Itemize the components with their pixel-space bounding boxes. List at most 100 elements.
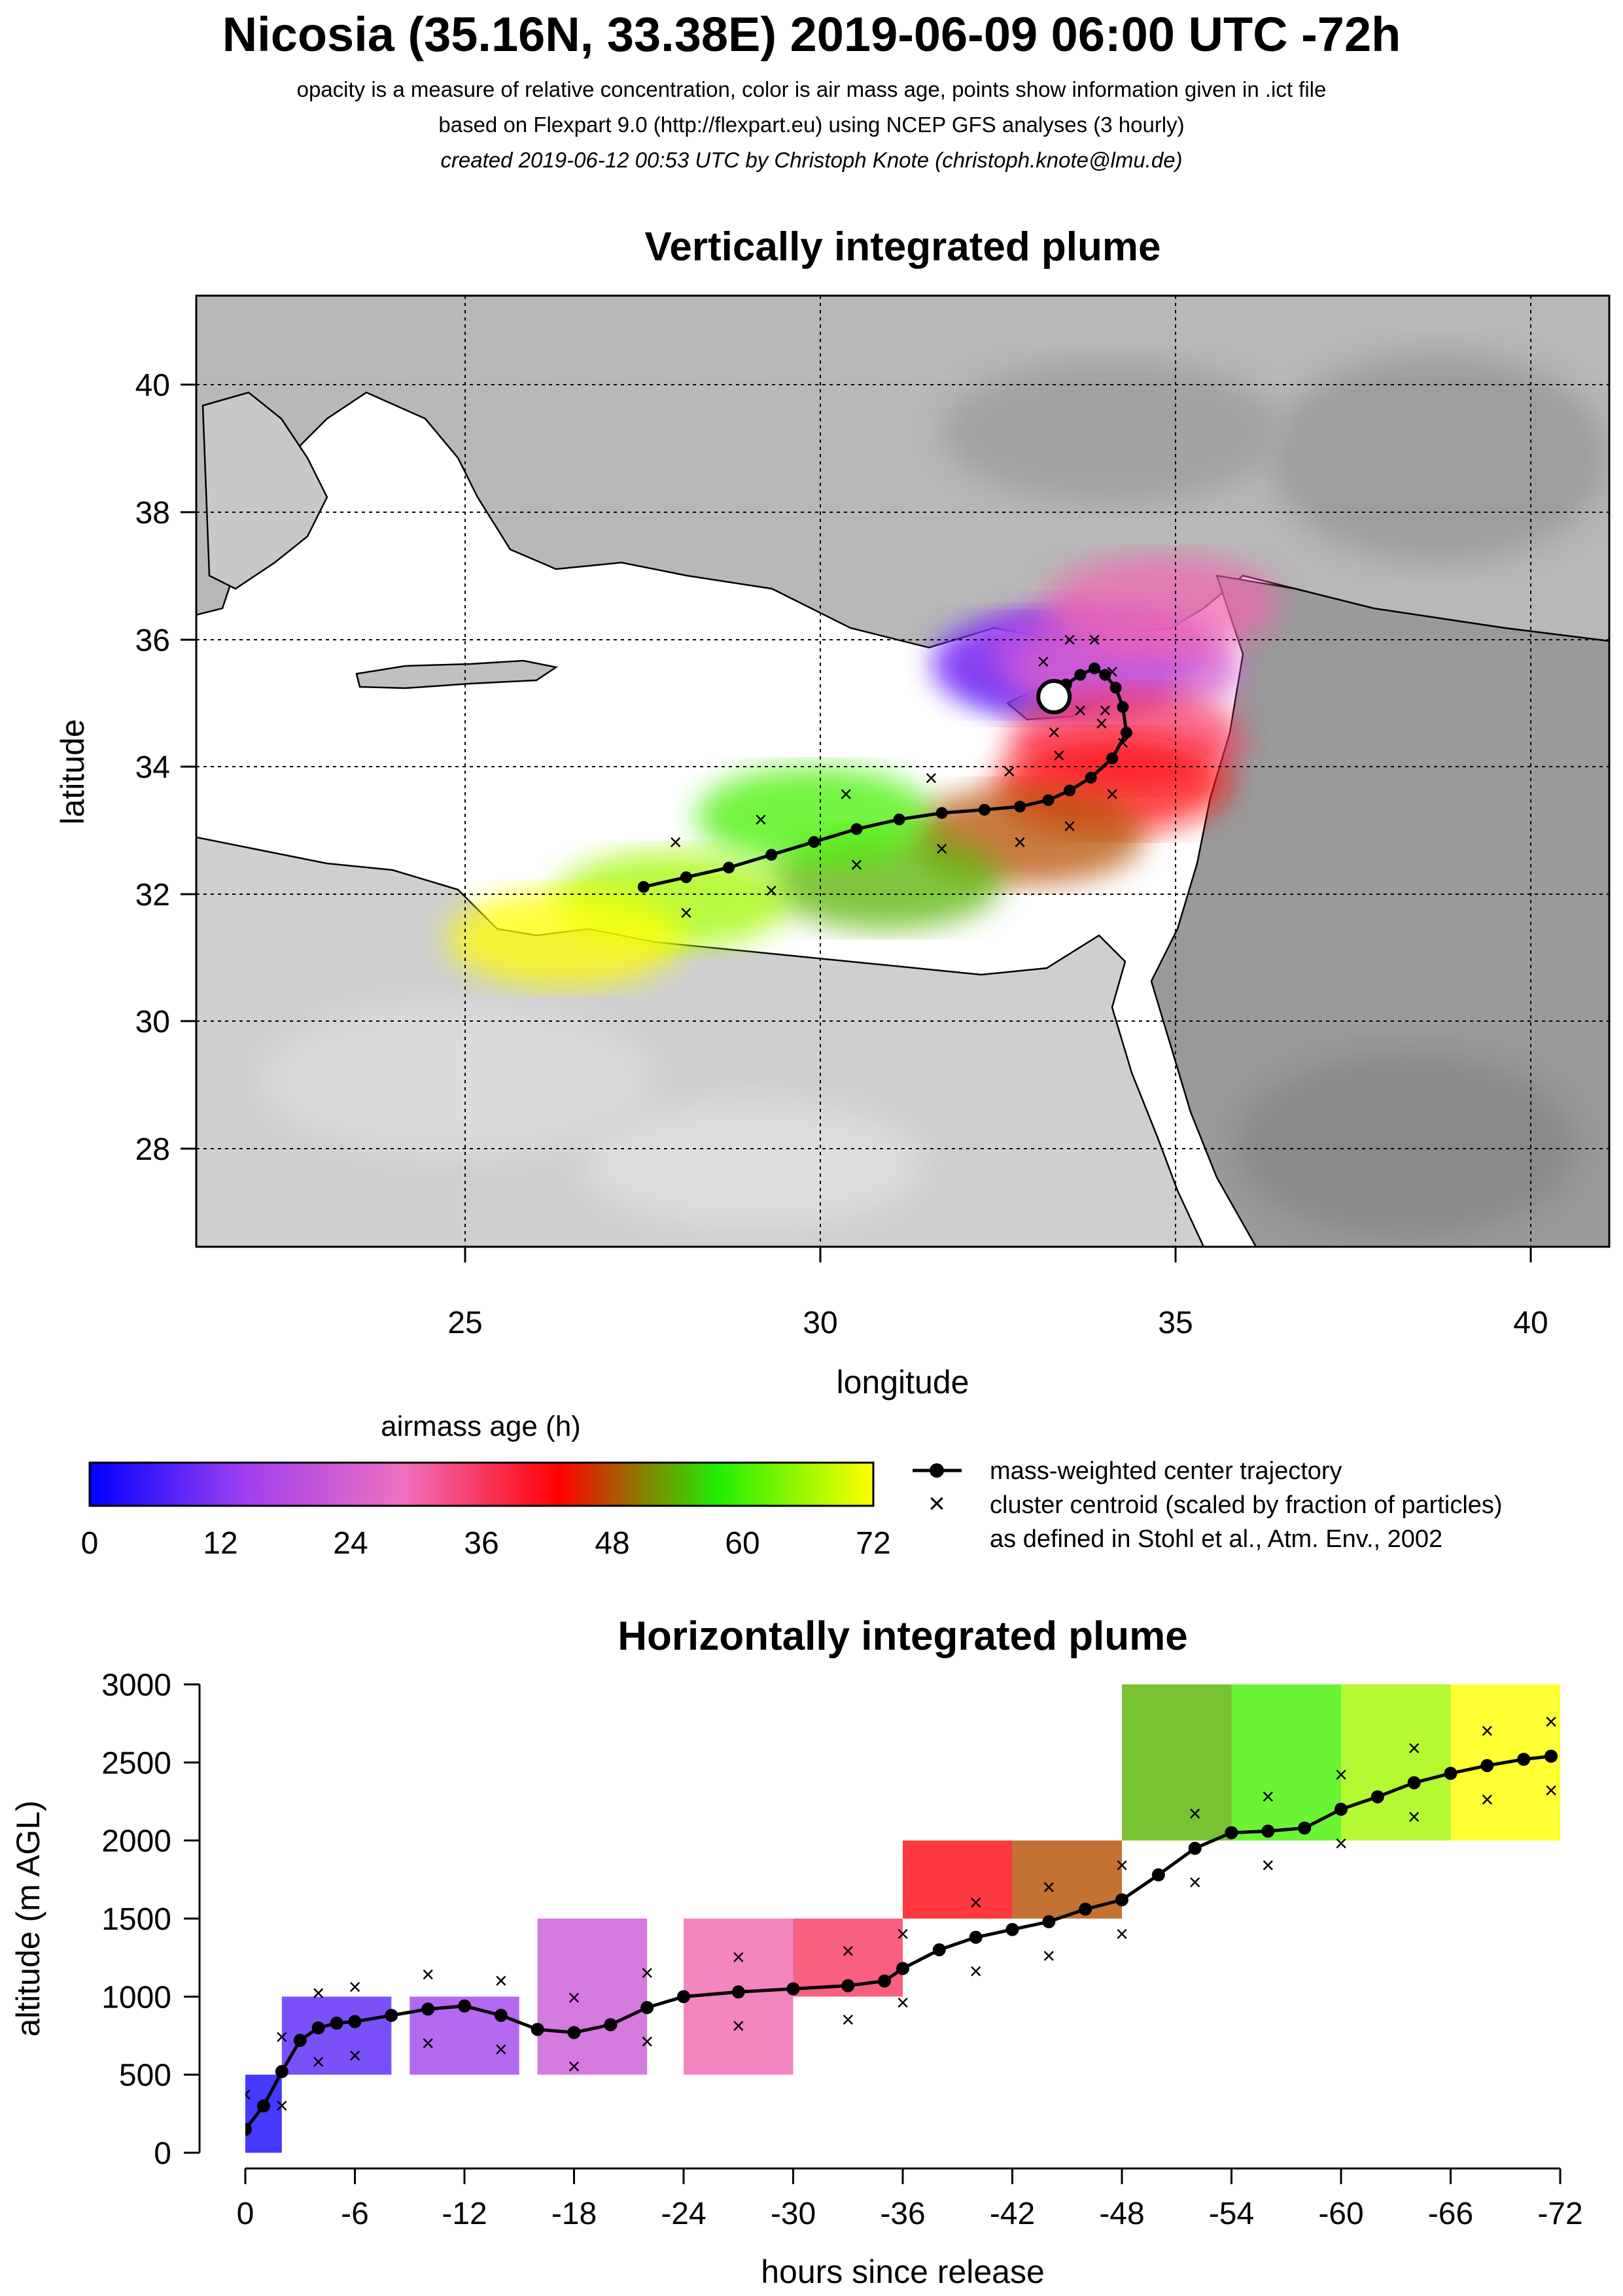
map-cluster-marker: × [1063,628,1076,653]
map-trajectory-point [935,807,948,819]
legend-cluster-marker: × [928,1487,945,1520]
colorbar-title: airmass age (h) [381,1410,581,1442]
altitude-cluster-marker: × [1261,1853,1274,1878]
altitude-trajectory-point [1261,1824,1275,1838]
x-tick-label-30: 30 [803,1306,837,1340]
altitude-trajectory-point [1115,1893,1128,1907]
age-band-9 [1231,1684,1341,1841]
map-area: ×××××××××××××××××××××× [196,296,1609,1247]
x-tick-label-35: 35 [1158,1306,1193,1340]
age-band-7 [1012,1840,1122,1919]
altitude-cluster-marker: × [732,1945,745,1970]
altitude-cluster-marker: × [568,1986,581,2011]
altitude-trajectory-point [531,2023,544,2036]
altitude-cluster-marker: × [239,2151,252,2176]
altitude-x-tick-label-10: -60 [1318,2197,1363,2231]
map-y-axis-label: latitude [54,719,91,824]
colorbar-tick-60: 60 [725,1526,759,1561]
altitude-trajectory-point [330,2016,343,2030]
altitude-y-tick-label-3000: 3000 [101,1668,171,1703]
map-cluster-marker: × [924,766,937,791]
plume-blob-11 [447,889,684,988]
altitude-cluster-marker: × [1480,1719,1493,1744]
altitude-trajectory-point [604,2018,618,2032]
map-cluster-marker: × [1053,743,1066,768]
altitude-cluster-marker: × [969,1890,983,1915]
altitude-trajectory-point [1151,1868,1165,1882]
map-trajectory-point [1089,662,1101,674]
colorbar-tick-12: 12 [203,1526,237,1561]
legend: mass-weighted center trajectory × cluste… [913,1457,1503,1553]
map-cluster-marker: × [1037,650,1050,674]
altitude-x-tick-label-9: -54 [1209,2197,1254,2231]
map-cluster-marker: × [669,830,682,855]
age-band-10 [1341,1684,1451,1841]
altitude-plot-area: × × × × × × × × × × × × × × × × × × × × × × × × × × × × × × × × × × × × × × × × [239,1684,1560,2176]
altitude-trajectory-point [245,2123,252,2136]
map-x-axis: 25 30 35 40 [447,1247,1548,1340]
map-frame [195,294,1611,1248]
altitude-cluster-marker: × [841,2008,854,2032]
map-trajectory-point [1109,682,1122,694]
altitude-x-ticks: 0 -6 -12 -18 -24 -30 -36 -42 -48 -54 -60 -66 -72 [237,2168,1583,2231]
map-trajectory-point [893,813,905,826]
altitude-trajectory-point [275,2064,288,2078]
map-cluster-markers: ×××××××××××××××××××××× [669,628,1130,926]
altitude-cluster-marker: × [495,2037,508,2062]
altitude-trajectory-point [969,1930,983,1944]
altitude-x-tick-label-0: 0 [237,2197,254,2231]
altitude-cluster-marker: × [1115,1922,1128,1947]
land-shading [262,353,1609,1236]
map-cluster-marker: × [1063,814,1076,839]
altitude-cluster-marker: × [275,2025,288,2049]
altitude-y-ticks: 0 500 1000 1500 2000 2500 3000 [101,1668,200,2171]
altitude-cluster-marker: × [1261,1784,1274,1809]
map-cluster-marker: × [1013,830,1026,855]
altitude-cluster-marker: × [1408,1805,1421,1830]
altitude-cluster-marker: × [1544,1709,1558,1734]
legend-trajectory-label: mass-weighted center trajectory [990,1457,1342,1485]
altitude-title: Horizontally integrated plume [618,1614,1188,1659]
altitude-trajectory-point [567,2026,581,2040]
x-tick-label-25: 25 [447,1306,482,1340]
altitude-trajectory-point [494,2008,508,2022]
map-cluster-marker: × [754,808,767,833]
map-cluster-marker: × [1106,782,1119,807]
map-cluster-marker: × [935,837,949,861]
altitude-trajectory-point [1225,1826,1238,1839]
map-trajectory-point [723,861,735,874]
altitude-trajectory-point [311,2021,325,2035]
map-trajectory-point [1106,752,1119,765]
y-tick-label-40: 40 [135,368,170,403]
map-cluster-marker: × [1047,720,1060,745]
altitude-cluster-marker: × [1335,1831,1348,1856]
y-tick-label-28: 28 [135,1132,170,1167]
altitude-cluster-markers: × × × × × × × × × × × × × × × × × × × × × × × × × × × × × × × × × × × × × × × × [239,1709,1558,2176]
altitude-cluster-marker: × [732,2014,745,2039]
altitude-trajectory-point [932,1943,946,1957]
altitude-x-tick-label-12: -72 [1537,2197,1582,2231]
map-trajectory-point [1120,727,1132,739]
altitude-trajectory-point [293,2034,307,2047]
map-cluster-marker: × [839,782,852,807]
age-band-6 [903,1840,1013,1919]
altitude-cluster-marker: × [640,2030,654,2055]
map-cluster-marker: × [850,852,864,877]
subtitle-opacity: opacity is a measure of relative concent… [296,77,1327,101]
subtitle-credit: created 2019-06-12 00:53 UTC by Christop… [440,148,1183,172]
altitude-cluster-marker: × [421,2031,434,2056]
map-cluster-marker: × [765,878,778,903]
y-tick-label-30: 30 [135,1005,170,1039]
altitude-y-tick-label-500: 500 [119,2059,171,2093]
altitude-cluster-marker: × [640,1961,654,1986]
altitude-trajectory-point [348,2015,362,2028]
map-trajectory-point [637,880,650,893]
map-cluster-marker: × [1088,628,1101,653]
map-trajectory-point [1042,794,1055,807]
map-title: Vertically integrated plume [644,224,1161,270]
colorbar [88,1461,875,1507]
altitude-y-tick-label-1000: 1000 [101,1980,171,2015]
release-point-marker [1036,679,1072,715]
colorbar-tick-48: 48 [595,1526,629,1561]
x-tick-label-40: 40 [1513,1306,1548,1340]
